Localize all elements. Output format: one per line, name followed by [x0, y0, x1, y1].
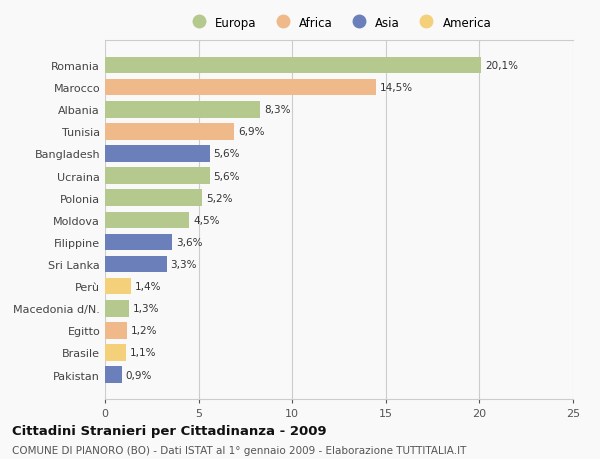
Text: 5,6%: 5,6% — [214, 171, 240, 181]
Text: 8,3%: 8,3% — [264, 105, 290, 115]
Text: 20,1%: 20,1% — [485, 61, 518, 71]
Text: 1,4%: 1,4% — [135, 281, 161, 291]
Bar — [105, 57, 481, 74]
Text: 0,9%: 0,9% — [125, 370, 152, 380]
Bar — [105, 146, 210, 162]
Bar — [105, 102, 260, 118]
Text: 6,9%: 6,9% — [238, 127, 265, 137]
Text: 1,2%: 1,2% — [131, 326, 158, 336]
Text: COMUNE DI PIANORO (BO) - Dati ISTAT al 1° gennaio 2009 - Elaborazione TUTTITALIA: COMUNE DI PIANORO (BO) - Dati ISTAT al 1… — [12, 445, 466, 455]
Bar — [105, 212, 189, 229]
Bar — [105, 300, 130, 317]
Text: 3,3%: 3,3% — [170, 259, 197, 269]
Bar — [105, 190, 202, 207]
Text: 5,6%: 5,6% — [214, 149, 240, 159]
Bar — [105, 124, 234, 140]
Text: 3,6%: 3,6% — [176, 237, 203, 247]
Bar — [105, 256, 167, 273]
Text: 1,3%: 1,3% — [133, 303, 160, 313]
Text: 14,5%: 14,5% — [380, 83, 413, 93]
Bar — [105, 322, 127, 339]
Bar — [105, 234, 172, 251]
Bar — [105, 366, 122, 383]
Text: 5,2%: 5,2% — [206, 193, 233, 203]
Bar — [105, 168, 210, 185]
Text: 1,1%: 1,1% — [130, 348, 156, 358]
Bar — [105, 80, 376, 96]
Text: 4,5%: 4,5% — [193, 215, 220, 225]
Bar — [105, 278, 131, 295]
Legend: Europa, Africa, Asia, America: Europa, Africa, Asia, America — [184, 14, 494, 32]
Text: Cittadini Stranieri per Cittadinanza - 2009: Cittadini Stranieri per Cittadinanza - 2… — [12, 425, 326, 437]
Bar — [105, 344, 125, 361]
